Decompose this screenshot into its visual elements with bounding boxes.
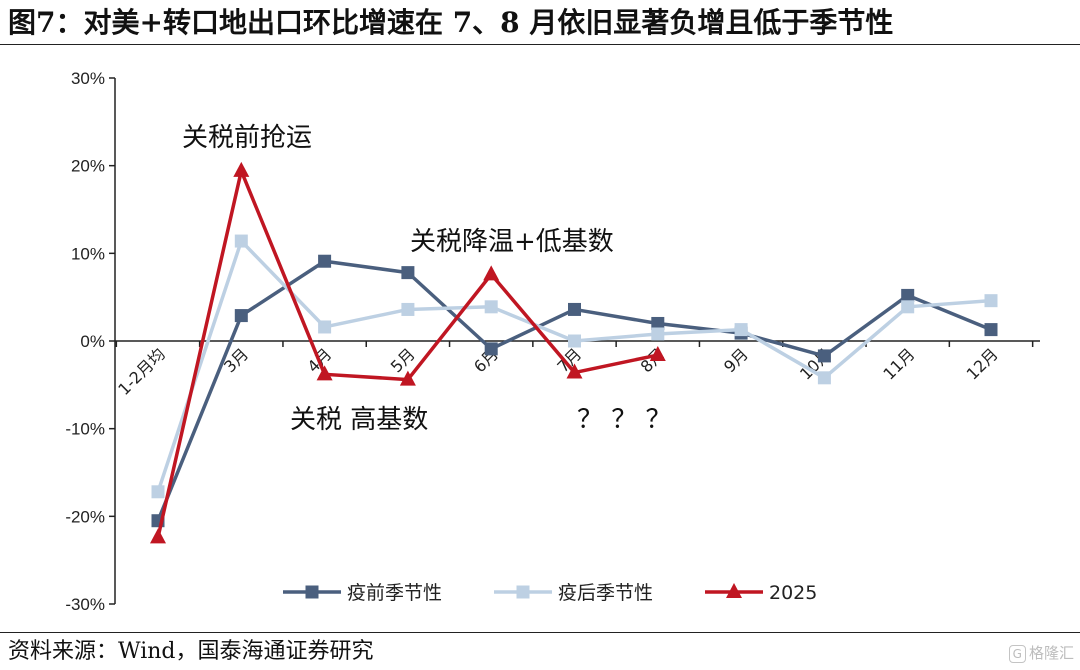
data-point (305, 585, 319, 599)
data-point (484, 342, 498, 356)
y-tick-label: 0% (80, 332, 105, 351)
series-1 (151, 254, 998, 528)
data-point (817, 349, 831, 363)
data-point (817, 371, 831, 385)
legend-label: 疫后季节性 (558, 582, 653, 604)
chart-series (150, 161, 998, 544)
chart-legend: 疫前季节性 疫后季节性 2025 (283, 582, 817, 604)
page-title: 图7：对美+转口地出口环比增速在 7、8 月依旧显著负增且低于季节性 (8, 6, 894, 39)
y-tick-label: 20% (71, 157, 105, 176)
data-point (566, 363, 583, 379)
y-tick-label: 30% (71, 69, 105, 88)
title-divider (0, 44, 1080, 45)
annotation-label: 关税 高基数 (290, 405, 428, 435)
data-point (484, 300, 498, 314)
data-point (233, 161, 250, 177)
series-line (156, 259, 992, 522)
data-point (651, 327, 665, 341)
y-tick-label: 10% (71, 244, 105, 263)
series-3 (150, 161, 666, 544)
data-point (901, 288, 915, 302)
source-divider (0, 632, 1080, 633)
data-point (901, 300, 915, 314)
watermark-text: 格隆汇 (1028, 644, 1074, 662)
data-point (984, 294, 998, 308)
data-point (318, 254, 332, 268)
data-point (984, 323, 998, 337)
data-point (568, 334, 581, 348)
x-tick-label: 9月 (720, 344, 752, 376)
data-point (649, 346, 666, 362)
data-point (516, 585, 530, 599)
legend-label: 疫前季节性 (347, 582, 442, 604)
data-point (401, 302, 415, 316)
data-point (318, 320, 332, 334)
data-point (734, 323, 748, 337)
legend-item: 2025 (705, 582, 817, 604)
data-point (399, 370, 416, 386)
annotation-label: 关税降温+低基数 (410, 227, 614, 257)
annotation-label: 关税前抢运 (182, 123, 312, 153)
x-tick-label: 12月 (963, 344, 1002, 383)
data-point (651, 316, 665, 330)
data-point (316, 365, 333, 381)
data-point (568, 302, 581, 316)
data-point (234, 309, 248, 323)
watermark-logo-icon: G (1008, 645, 1026, 663)
y-tick-label: -10% (65, 420, 105, 439)
series-2 (151, 234, 998, 499)
data-point (151, 485, 165, 499)
data-point (150, 528, 166, 544)
legend-label: 2025 (769, 582, 817, 604)
y-tick-label: -20% (65, 507, 105, 526)
legend-item: 疫前季节性 (283, 582, 442, 604)
data-point (234, 234, 248, 248)
source-note: 资料来源：Wind，国泰海通证券研究 (8, 639, 374, 664)
data-point (401, 266, 415, 280)
annotation-label: ？ ？ ？ (577, 405, 672, 435)
data-point (483, 265, 500, 281)
x-tick-label: 1-2月均 (114, 344, 169, 399)
watermark: G 格隆汇 (1008, 642, 1074, 664)
data-point (726, 583, 742, 598)
x-tick-label: 11月 (879, 344, 918, 383)
y-tick-label: -30% (65, 595, 105, 614)
legend-item: 疫后季节性 (494, 582, 653, 604)
